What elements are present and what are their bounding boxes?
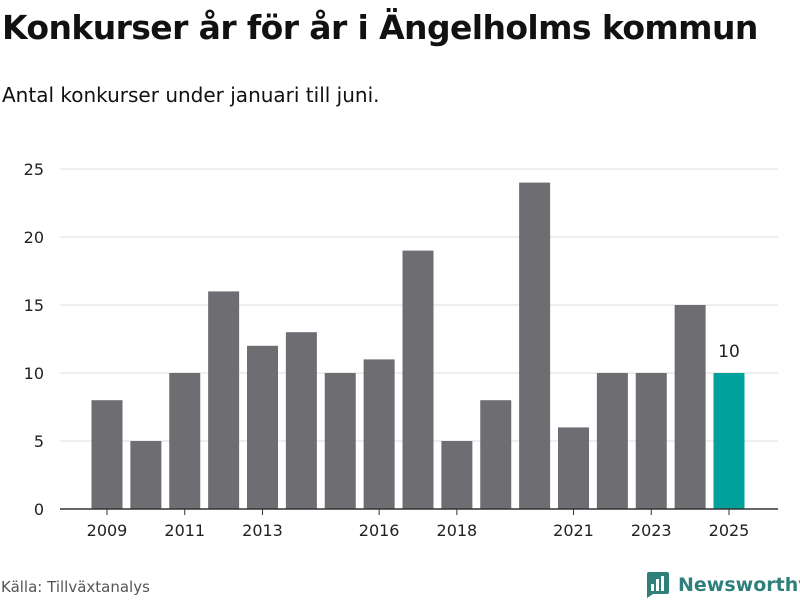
x-tick-label: 2025 (709, 521, 750, 540)
brand-logo: Newsworthy (644, 570, 800, 600)
newsworthy-logo-icon (647, 572, 669, 598)
source-note: Källa: Tillväxtanalys (1, 578, 150, 596)
bar-2013 (247, 345, 278, 509)
bar-2010 (130, 441, 162, 509)
data-labels: 10 (718, 342, 740, 362)
x-tick-label: 2011 (164, 521, 205, 540)
bar-2023 (635, 373, 667, 509)
x-tick-label: 2016 (359, 521, 400, 540)
bar-2024 (674, 305, 706, 509)
chart-subtitle: Antal konkurser under januari till juni. (2, 83, 380, 107)
bar-2015 (324, 373, 356, 509)
bar-2017 (402, 250, 434, 509)
x-tick-label: 2021 (553, 521, 594, 540)
x-tick-label: 2023 (631, 521, 672, 540)
y-tick-label: 15 (24, 296, 44, 315)
x-axis-ticks: 2009 2011 2013 2016 2018 2021 2023 2025 (87, 509, 750, 540)
y-tick-label: 10 (24, 364, 44, 383)
y-tick-label: 5 (34, 432, 44, 451)
bar-2019 (480, 400, 512, 509)
bar-2016 (363, 359, 395, 509)
bar-2022 (596, 373, 628, 509)
bar-2011 (169, 373, 201, 509)
bar-2025 (713, 373, 745, 509)
bar-2021 (558, 427, 589, 509)
y-tick-label: 25 (24, 160, 44, 179)
bar-2018 (441, 441, 473, 509)
bar-2020 (519, 182, 551, 509)
brand-name: Newsworthy (678, 574, 800, 596)
chart-title: Konkurser år för år i Ängelholms kommun (2, 8, 758, 47)
bars (91, 182, 745, 509)
y-tick-label: 0 (34, 500, 44, 519)
x-tick-label: 2018 (437, 521, 478, 540)
x-tick-label: 2009 (87, 521, 128, 540)
x-tick-label: 2013 (242, 521, 283, 540)
bar-2014 (285, 332, 317, 509)
y-tick-label: 20 (24, 228, 44, 247)
y-axis-ticks: 0 5 10 15 20 25 (24, 160, 44, 519)
bar-2012 (208, 291, 240, 509)
bar-2009 (91, 400, 123, 509)
data-label: 10 (718, 342, 740, 362)
